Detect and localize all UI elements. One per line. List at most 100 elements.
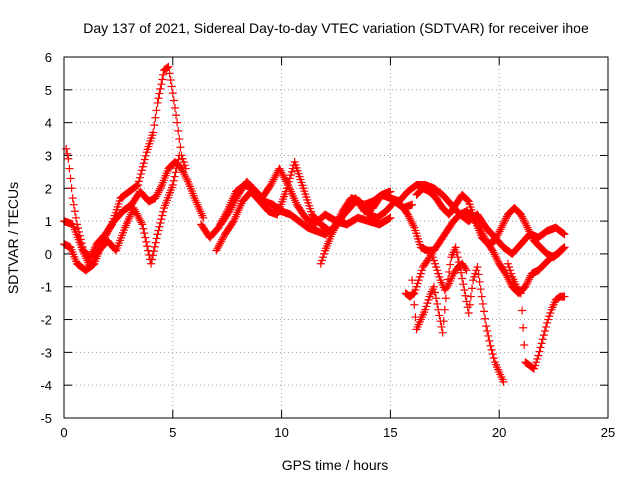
data-point	[505, 277, 514, 286]
series-track-9	[412, 184, 569, 262]
data-point	[525, 273, 534, 282]
data-point	[462, 266, 471, 275]
data-point	[158, 211, 167, 220]
data-point	[331, 222, 340, 231]
data-point	[452, 248, 461, 257]
data-point	[227, 203, 236, 212]
y-tick-label: 6	[45, 50, 52, 65]
data-point	[280, 173, 289, 182]
data-point	[178, 166, 187, 175]
series-track-12	[503, 259, 569, 373]
data-point	[226, 205, 235, 214]
data-point	[174, 155, 183, 164]
data-point	[468, 284, 476, 293]
data-point	[136, 170, 145, 179]
data-point	[224, 208, 233, 217]
data-point	[541, 322, 550, 331]
y-tick-label: -1	[40, 280, 52, 295]
data-point	[70, 207, 79, 216]
data-point	[463, 196, 472, 205]
y-tick-label: 5	[45, 83, 52, 98]
data-point	[493, 256, 502, 265]
data-point	[286, 171, 295, 180]
data-point	[479, 307, 488, 316]
x-tick-label: 20	[492, 425, 506, 440]
data-point	[137, 166, 146, 175]
series-track-2	[62, 144, 208, 262]
data-point	[328, 228, 337, 237]
data-point	[87, 261, 96, 270]
y-tick-label: 3	[45, 148, 52, 163]
data-point	[133, 211, 142, 220]
data-point	[429, 256, 438, 265]
data-point	[154, 188, 163, 197]
data-point	[275, 164, 284, 173]
data-point	[158, 75, 167, 84]
data-point	[180, 170, 189, 179]
data-point	[133, 181, 142, 190]
data-point	[499, 377, 508, 386]
data-point	[138, 162, 147, 171]
data-point	[320, 249, 329, 258]
data-point	[153, 230, 162, 239]
data-point	[228, 201, 237, 210]
data-point	[534, 351, 543, 360]
data-point	[435, 311, 444, 320]
data-point	[502, 271, 511, 280]
data-point	[519, 323, 528, 332]
data-point	[216, 239, 225, 248]
data-point	[155, 89, 164, 98]
data-point	[451, 243, 460, 252]
data-point	[173, 118, 182, 127]
y-tick-label: 4	[45, 116, 52, 131]
y-tick-label: -2	[40, 313, 52, 328]
data-point	[465, 300, 474, 309]
data-point	[156, 182, 165, 191]
data-point	[151, 113, 160, 122]
data-point	[279, 171, 288, 180]
data-point	[475, 277, 484, 286]
data-point	[560, 292, 569, 301]
data-point	[525, 227, 534, 236]
data-point	[517, 212, 526, 221]
data-point	[492, 233, 501, 242]
data-point	[413, 279, 422, 288]
data-point	[528, 233, 537, 242]
data-point	[271, 171, 280, 180]
data-point	[461, 291, 470, 300]
data-point	[453, 253, 462, 262]
data-point	[130, 205, 139, 214]
data-point	[150, 242, 159, 251]
data-point	[277, 168, 286, 177]
data-point	[149, 247, 158, 256]
data-point	[231, 196, 240, 205]
data-point	[536, 343, 545, 352]
data-point	[521, 282, 530, 291]
data-point	[173, 159, 182, 168]
data-point	[544, 315, 553, 324]
data-point	[487, 245, 496, 254]
data-point	[445, 267, 454, 276]
data-point	[276, 166, 285, 175]
data-point	[154, 94, 163, 103]
data-point	[527, 231, 536, 240]
data-point	[522, 221, 531, 230]
data-point	[135, 214, 144, 223]
data-point	[519, 216, 528, 225]
data-point	[139, 224, 148, 233]
x-tick-label: 10	[274, 425, 288, 440]
data-point	[531, 361, 540, 370]
data-point	[428, 253, 437, 262]
data-point	[169, 176, 178, 185]
data-point	[139, 159, 148, 168]
data-point	[489, 354, 498, 363]
x-tick-label: 5	[169, 425, 176, 440]
data-point	[67, 184, 76, 193]
x-tick-label: 15	[383, 425, 397, 440]
data-point	[140, 229, 149, 238]
data-point	[489, 248, 498, 257]
data-point	[410, 289, 419, 298]
data-point	[141, 233, 150, 242]
data-point	[69, 200, 78, 209]
data-point	[410, 300, 419, 309]
